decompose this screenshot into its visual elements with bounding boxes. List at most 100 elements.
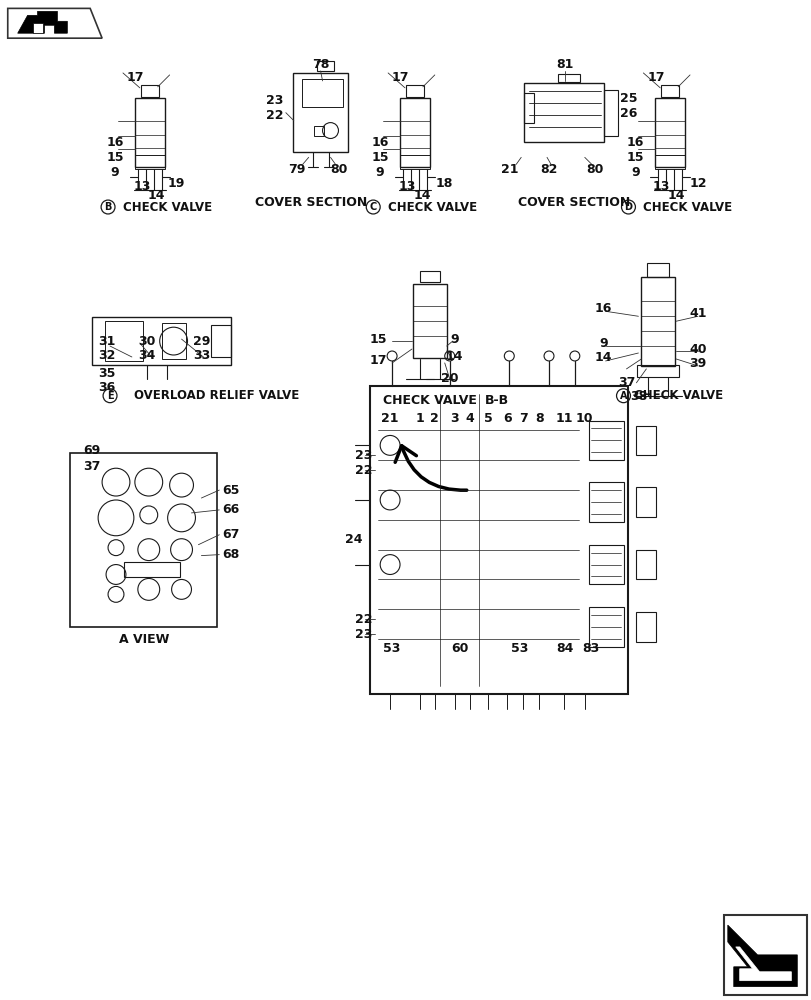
Bar xyxy=(71,453,217,627)
Bar xyxy=(637,365,678,377)
Text: 26: 26 xyxy=(619,107,637,120)
Text: 1: 1 xyxy=(415,412,424,425)
Text: 41: 41 xyxy=(689,307,706,320)
Text: 17: 17 xyxy=(646,71,664,84)
Text: 14: 14 xyxy=(667,189,684,202)
Text: 10: 10 xyxy=(575,412,593,425)
Text: 4: 4 xyxy=(465,412,474,425)
Text: 69: 69 xyxy=(84,444,101,457)
Text: COVER SECTION: COVER SECTION xyxy=(254,196,367,209)
Text: 15: 15 xyxy=(369,333,387,346)
Text: 78: 78 xyxy=(311,58,329,71)
Bar xyxy=(660,85,678,97)
Text: OVERLOAD RELIEF VALVE: OVERLOAD RELIEF VALVE xyxy=(134,389,298,402)
Bar xyxy=(370,386,628,694)
Text: CHECK VALVE: CHECK VALVE xyxy=(388,201,477,214)
Bar xyxy=(161,323,185,359)
Text: D: D xyxy=(624,202,632,212)
FancyArrowPatch shape xyxy=(395,446,466,490)
Text: 14: 14 xyxy=(148,189,165,202)
Bar xyxy=(646,263,668,277)
Polygon shape xyxy=(727,925,796,987)
Text: 53: 53 xyxy=(383,642,401,655)
Text: 9: 9 xyxy=(630,166,639,179)
Text: 14: 14 xyxy=(413,189,430,202)
Text: 60: 60 xyxy=(450,642,468,655)
Text: A: A xyxy=(619,391,626,401)
Bar xyxy=(589,482,623,522)
Bar xyxy=(105,321,143,361)
Text: 15: 15 xyxy=(626,151,643,164)
Text: 31: 31 xyxy=(98,335,116,348)
Bar xyxy=(316,61,334,71)
Text: 80: 80 xyxy=(329,163,347,176)
Text: 82: 82 xyxy=(539,163,557,176)
Text: 22: 22 xyxy=(266,109,283,122)
Bar xyxy=(524,93,534,123)
Bar xyxy=(636,487,655,517)
Text: 15: 15 xyxy=(371,151,388,164)
Text: 6: 6 xyxy=(502,412,511,425)
Text: 80: 80 xyxy=(586,163,603,176)
Bar xyxy=(400,155,429,169)
Polygon shape xyxy=(18,11,67,33)
Bar xyxy=(723,915,806,995)
Text: 9: 9 xyxy=(450,333,458,346)
Text: 12: 12 xyxy=(689,177,706,190)
Text: CHECK VALVE: CHECK VALVE xyxy=(383,394,476,407)
Bar xyxy=(654,155,684,169)
Text: 16: 16 xyxy=(371,136,388,149)
Bar xyxy=(135,155,165,169)
Bar xyxy=(413,284,446,358)
Text: 3: 3 xyxy=(450,412,458,425)
Text: 68: 68 xyxy=(222,548,239,561)
Text: C: C xyxy=(369,202,376,212)
Text: 33: 33 xyxy=(192,349,210,362)
Text: 23: 23 xyxy=(266,94,283,107)
Text: 34: 34 xyxy=(138,349,155,362)
Bar xyxy=(557,74,579,82)
Bar xyxy=(636,426,655,455)
Bar xyxy=(641,277,674,366)
Bar xyxy=(589,607,623,647)
Text: 20: 20 xyxy=(440,372,458,385)
Text: 5: 5 xyxy=(483,412,492,425)
Text: 2: 2 xyxy=(430,412,439,425)
Text: 22: 22 xyxy=(354,613,371,626)
Text: 16: 16 xyxy=(626,136,643,149)
Text: 18: 18 xyxy=(436,177,453,190)
Bar xyxy=(135,98,165,167)
Bar xyxy=(636,612,655,642)
Text: 65: 65 xyxy=(222,484,239,497)
Text: 32: 32 xyxy=(98,349,116,362)
Bar xyxy=(589,545,623,584)
Bar xyxy=(302,79,343,107)
Text: 13: 13 xyxy=(398,180,415,193)
Text: 8: 8 xyxy=(534,412,543,425)
Text: 30: 30 xyxy=(138,335,155,348)
Text: 67: 67 xyxy=(222,528,239,541)
Text: 21: 21 xyxy=(381,412,398,425)
Text: 17: 17 xyxy=(126,71,144,84)
Text: 9: 9 xyxy=(375,166,384,179)
Text: 23: 23 xyxy=(354,628,371,641)
Text: 11: 11 xyxy=(555,412,572,425)
Text: 19: 19 xyxy=(168,177,185,190)
Bar xyxy=(293,73,347,152)
Bar xyxy=(124,562,179,577)
Text: E: E xyxy=(106,391,114,401)
Text: 35: 35 xyxy=(98,367,116,380)
Text: 9: 9 xyxy=(110,166,119,179)
Text: 25: 25 xyxy=(619,92,637,105)
Text: 29: 29 xyxy=(192,335,210,348)
Bar xyxy=(603,90,617,136)
Text: 16: 16 xyxy=(106,136,123,149)
Text: 79: 79 xyxy=(288,163,305,176)
Text: 13: 13 xyxy=(652,180,669,193)
Text: 16: 16 xyxy=(594,302,611,315)
Text: A VIEW: A VIEW xyxy=(118,633,169,646)
Text: 14: 14 xyxy=(594,351,611,364)
Text: 23: 23 xyxy=(354,449,371,462)
Text: 66: 66 xyxy=(222,503,239,516)
Text: 9: 9 xyxy=(599,337,607,350)
